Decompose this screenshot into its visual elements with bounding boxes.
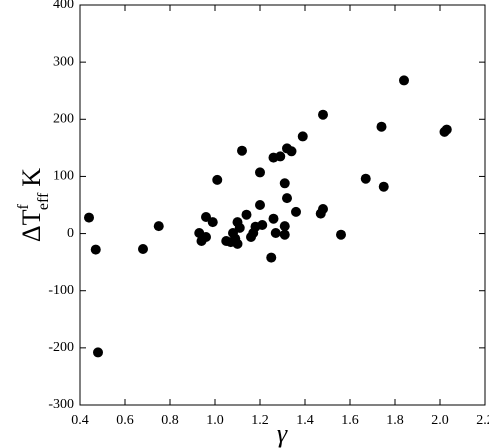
point	[399, 75, 409, 86]
y-label-sup: f	[15, 203, 32, 209]
point	[201, 232, 211, 242]
point	[255, 167, 265, 178]
x-tick-label: 1.8	[386, 413, 404, 428]
y-tick-label: -100	[48, 283, 74, 298]
point	[279, 229, 290, 240]
x-tick-label: 2.2	[476, 413, 489, 428]
point	[336, 229, 346, 240]
point	[255, 200, 265, 210]
x-tick-label: 1.2	[251, 413, 269, 428]
y-tick-label: 0	[67, 226, 74, 241]
point	[279, 221, 290, 232]
point	[93, 347, 103, 358]
y-tick-label: -300	[48, 397, 74, 412]
point	[378, 181, 389, 192]
point	[241, 209, 252, 220]
point	[232, 238, 243, 249]
point	[318, 204, 328, 214]
x-tick-label: 2.0	[431, 413, 449, 428]
point	[234, 222, 245, 233]
point	[291, 206, 301, 217]
y-tick-label: 100	[53, 169, 74, 184]
x-tick-label: 0.4	[71, 413, 89, 428]
x-axis-label: γ	[277, 419, 288, 448]
x-tick-label: 0.8	[161, 413, 179, 428]
point	[207, 217, 218, 228]
point	[282, 193, 292, 204]
point	[270, 228, 281, 238]
plot-frame	[79, 4, 486, 406]
point	[138, 244, 148, 254]
point	[212, 174, 223, 185]
point	[286, 146, 297, 157]
y-label-unit: K	[17, 168, 46, 187]
y-label-base: ΔT	[17, 209, 46, 242]
x-tick-label: 0.6	[116, 413, 134, 428]
point	[275, 151, 286, 162]
point	[201, 212, 211, 222]
y-tick-label: 200	[53, 112, 74, 127]
y-label-sub: eff	[35, 192, 52, 210]
y-tick-label: -200	[48, 340, 74, 355]
point	[376, 121, 387, 132]
point	[441, 124, 452, 135]
y-tick-label: 300	[53, 54, 74, 69]
x-tick-label: 1.4	[296, 413, 314, 428]
point	[257, 220, 268, 230]
point	[268, 213, 279, 224]
x-tick-label: 1.0	[206, 413, 224, 428]
point	[266, 252, 277, 263]
point	[318, 109, 328, 120]
point	[153, 221, 164, 232]
point	[84, 212, 94, 223]
point	[297, 131, 308, 142]
y-tick-label: 400	[53, 0, 74, 12]
x-tick-label: 1.6	[341, 413, 359, 428]
point	[279, 178, 290, 189]
point	[90, 244, 101, 255]
y-axis-label: ΔTf eff K	[15, 168, 52, 242]
point	[237, 145, 247, 156]
point	[360, 173, 371, 184]
